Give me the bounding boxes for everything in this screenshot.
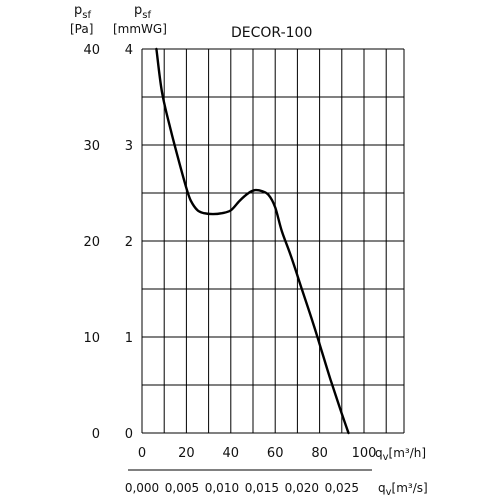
y-tick-label-pa: 20: [83, 235, 100, 250]
x-tick-label-m3h: 40: [223, 446, 240, 461]
x-tick-label-m3s: 0,010: [205, 481, 239, 495]
grid-lines: [128, 48, 405, 471]
chart-title: DECOR-100: [231, 25, 312, 41]
x-tick-label-m3s: 0,000: [125, 481, 159, 495]
x-axis-label-m3s: qv[m³/s]: [378, 481, 428, 498]
y-tick-label-mmwg: 4: [125, 43, 133, 58]
y-tick-label-pa: 0: [92, 427, 100, 442]
y-tick-label-pa: 40: [83, 43, 100, 58]
x-tick-label-m3h: 100: [352, 446, 377, 461]
x-tick-label-m3s: 0,025: [325, 481, 359, 495]
y-tick-label-pa: 30: [83, 139, 100, 154]
y-tick-label-mmwg: 2: [125, 235, 133, 250]
x-tick-label-m3h: 60: [267, 446, 284, 461]
x-axis-label-m3h: qv[m³/h]: [375, 446, 426, 463]
left-axis-unit: [Pa]: [70, 22, 93, 36]
series-group: [155, 47, 350, 435]
x-tick-label-m3s: 0,005: [165, 481, 199, 495]
x-tick-label-m3h: 0: [138, 446, 146, 461]
x-tick-label-m3h: 80: [311, 446, 328, 461]
right-axis-unit: [mmWG]: [113, 22, 167, 36]
y-tick-label-pa: 10: [83, 331, 100, 346]
x-tick-label-m3s: 0,020: [285, 481, 319, 495]
y-tick-label-mmwg: 0: [125, 427, 133, 442]
y-tick-label-mmwg: 3: [125, 139, 133, 154]
x-tick-label-m3s: 0,015: [245, 481, 279, 495]
series-line-decor-100: [155, 47, 350, 435]
y-tick-label-mmwg: 1: [125, 331, 133, 346]
left-axis-symbol: psf: [74, 3, 91, 21]
x-tick-label-m3h: 20: [178, 446, 195, 461]
right-axis-symbol: psf: [134, 3, 151, 21]
